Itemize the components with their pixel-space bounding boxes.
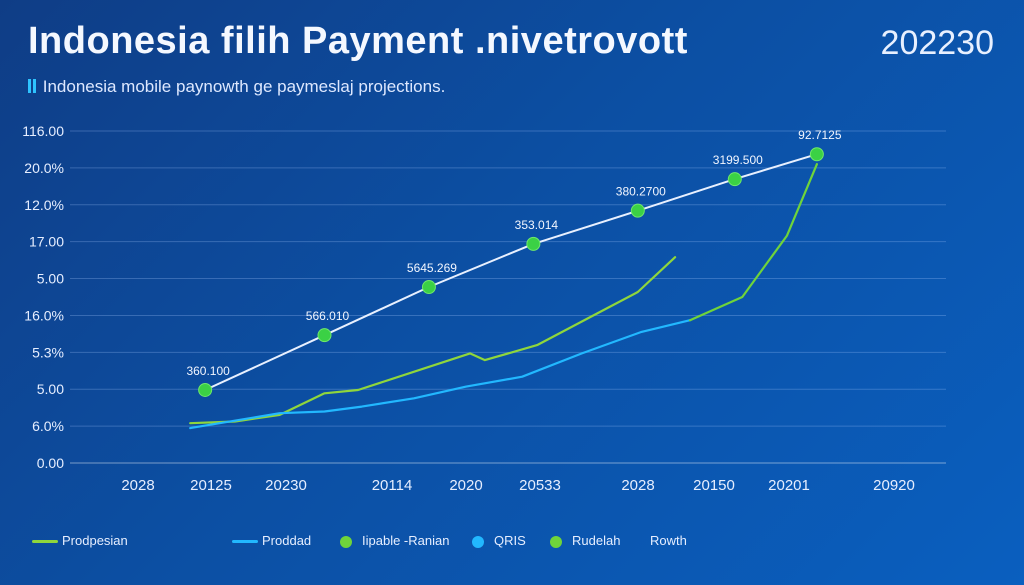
legend-item: Proddad (232, 533, 311, 553)
y-tick-label: 16.0% (24, 307, 64, 323)
y-tick-label: 6.0% (32, 418, 64, 434)
chart-legend: Prodpesian Proddad Iipable -Ranian QRIS Rude… (32, 533, 992, 553)
page-title: Indonesia filih Payment .nivetrovott (28, 20, 688, 62)
legend-swatch (32, 540, 58, 544)
x-tick-label: 20150 (693, 477, 735, 494)
y-tick-label: 0.00 (37, 455, 64, 471)
year-label: 202230 (880, 24, 994, 62)
data-point-label: 353.014 (515, 218, 559, 232)
data-point-label: 5645.269 (407, 261, 457, 275)
legend-label: Rowth (650, 533, 687, 548)
subtitle: Indonesia mobile paynowth ge paymeslaj p… (28, 77, 445, 97)
legend-label: Rudelah (572, 533, 621, 548)
legend-swatch (232, 540, 258, 544)
y-tick-label: 17.00 (29, 234, 64, 250)
data-point-marker (630, 203, 645, 218)
legend-swatch (550, 535, 562, 548)
legend-label: QRIS (494, 533, 526, 548)
data-point-label: 360.100 (186, 364, 230, 378)
data-point-marker (317, 328, 332, 343)
x-tick-label: 2028 (121, 477, 154, 494)
series-line-green2 (688, 163, 819, 322)
x-tick-label: 20230 (265, 477, 307, 494)
legend-swatch (340, 535, 352, 548)
legend-label: Iipable -Ranian (362, 533, 450, 548)
legend-item: Rowth (650, 533, 687, 553)
data-point-marker (809, 147, 824, 162)
data-point-marker (526, 236, 541, 251)
x-tick-label: 20920 (873, 477, 915, 494)
data-point-label: 380.2700 (616, 185, 666, 199)
x-tick-label: 20201 (768, 477, 810, 494)
x-tick-label: 2020 (449, 477, 482, 494)
series-line-white (204, 153, 818, 391)
x-tick-label: 20533 (519, 477, 561, 494)
data-point-label: 566.010 (306, 309, 350, 323)
y-tick-label: 20.0% (24, 160, 64, 176)
legend-item: Iipable -Ranian (340, 533, 449, 553)
y-tick-label: 5.00 (37, 271, 64, 287)
data-point-marker (421, 280, 436, 295)
data-point-label: 92.7125 (798, 128, 842, 142)
x-tick-label: 20125 (190, 477, 232, 494)
legend-swatch (472, 535, 484, 548)
y-tick-label: 5.3% (32, 344, 64, 360)
x-tick-label: 20114 (372, 477, 413, 494)
series-line-green (189, 256, 677, 425)
legend-label: Prodpesian (62, 533, 128, 548)
subtitle-accent-bar (33, 79, 36, 93)
data-point-marker (727, 172, 742, 187)
legend-label: Proddad (262, 533, 312, 548)
legend-item: QRIS (472, 533, 526, 553)
subtitle-accent-bar (28, 79, 31, 93)
data-point-marker (198, 382, 213, 397)
y-tick-label: 5.00 (37, 381, 64, 397)
x-tick-label: 2028 (621, 477, 654, 494)
y-tick-label: 12.0% (24, 197, 64, 213)
y-tick-label: 116.00 (22, 123, 64, 139)
data-point-label: 3199.500 (713, 153, 763, 167)
series-line-blue (189, 319, 692, 430)
legend-item: Rudelah (550, 533, 620, 553)
subtitle-text: Indonesia mobile paynowth ge paymeslaj p… (42, 77, 446, 96)
legend-item: Prodpesian (32, 533, 128, 553)
